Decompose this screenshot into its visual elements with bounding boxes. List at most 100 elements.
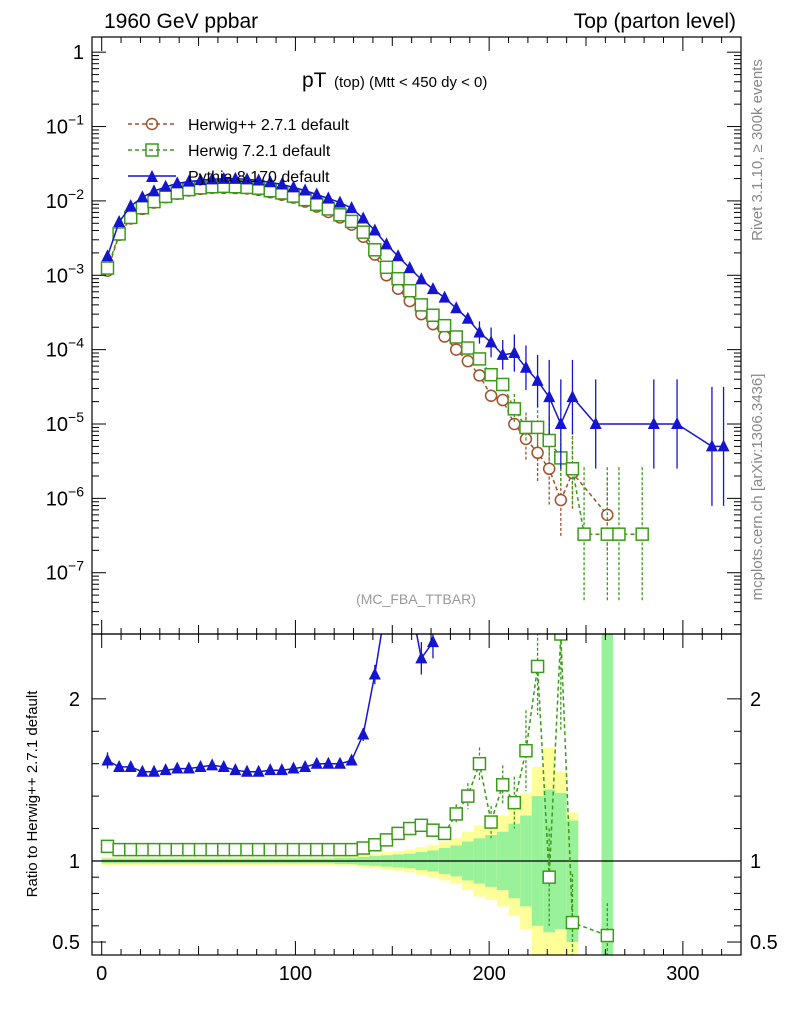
ratio-plot-series bbox=[100, 530, 615, 955]
main-point-herwig7-31 bbox=[461, 341, 475, 355]
y-tick-exponent-1: −1 bbox=[68, 112, 84, 128]
main-point-pythia-17 bbox=[299, 183, 312, 196]
ratio-uncertainty-bands bbox=[92, 634, 741, 955]
y-tick-label-main-6: 10−6 bbox=[46, 483, 84, 510]
ratio-point-pythia-5 bbox=[159, 763, 172, 776]
main-point-pythia-5 bbox=[159, 179, 172, 192]
ratio-point-pythia-13 bbox=[252, 764, 265, 777]
main-point-herwigpp-37 bbox=[531, 446, 544, 460]
main-point-herwig7-18 bbox=[309, 197, 324, 212]
ratio-point-herwig7-40 bbox=[565, 915, 580, 930]
ratio-point-herwig7-28 bbox=[426, 823, 440, 837]
ratio-point-herwig7-22 bbox=[356, 841, 370, 855]
legend-label-pythia: Pythia 8.170 default bbox=[188, 169, 330, 186]
main-point-herwig7-42 bbox=[600, 527, 615, 541]
legend-item-herwig7: Herwig 7.2.1 default bbox=[128, 143, 331, 160]
y-tick-label-ratio-0: 0.5 bbox=[52, 932, 80, 954]
ratio-point-herwig7-17 bbox=[298, 842, 312, 857]
main-line-herwig7 bbox=[106, 185, 643, 535]
main-point-pythia-44 bbox=[705, 439, 718, 452]
y-tick-label-main-7: 10−7 bbox=[46, 558, 84, 585]
main-point-herwig7-21 bbox=[344, 214, 359, 229]
legend-marker-herwig7 bbox=[145, 143, 159, 157]
ratio-point-pythia-18 bbox=[310, 756, 323, 769]
main-point-herwigpp-31 bbox=[461, 354, 475, 368]
main-point-herwig7-29 bbox=[437, 318, 452, 333]
y-tick-label-main-2: 10−2 bbox=[46, 186, 84, 213]
ratio-point-herwig7-15 bbox=[275, 842, 289, 857]
x-tick-label-1: 100 bbox=[279, 963, 312, 985]
main-point-herwig7-40 bbox=[565, 462, 580, 476]
ratio-plot-frame bbox=[91, 633, 742, 956]
ratio-point-herwig7-21 bbox=[344, 842, 359, 857]
main-point-herwigpp-39 bbox=[554, 493, 568, 507]
legend-item-pythia: Pythia 8.170 default bbox=[128, 169, 330, 186]
ratio-point-herwig7-29 bbox=[437, 826, 452, 841]
ratio-point-pythia-14 bbox=[264, 763, 277, 776]
main-point-pythia-13 bbox=[252, 173, 265, 186]
ratio-point-herwig7-37 bbox=[530, 659, 545, 674]
main-point-herwig7-3 bbox=[135, 200, 150, 215]
ratio-point-pythia-20 bbox=[333, 756, 346, 769]
ratio-point-pythia-7 bbox=[182, 761, 195, 774]
ratio-point-pythia-9 bbox=[206, 758, 219, 771]
legend-marker-herwigpp bbox=[145, 117, 159, 131]
main-point-pythia-40 bbox=[566, 390, 579, 403]
main-point-herwigpp-33 bbox=[484, 389, 498, 402]
main-point-pythia-28 bbox=[426, 282, 439, 295]
main-point-pythia-33 bbox=[485, 335, 498, 348]
plot-title-sub: (top) (Mtt < 450 dy < 0) bbox=[334, 74, 487, 91]
ratio-point-herwig7-31 bbox=[461, 789, 475, 803]
main-point-pythia-15 bbox=[275, 177, 288, 190]
y-tick-label-main-3: 10−3 bbox=[46, 260, 84, 287]
main-point-pythia-18 bbox=[310, 187, 323, 200]
main-point-pythia-43 bbox=[671, 417, 684, 430]
ratio-point-pythia-12 bbox=[240, 764, 253, 777]
y-tick-exponent-2: −2 bbox=[68, 186, 84, 202]
y-tick-label-main-4: 10−4 bbox=[46, 335, 84, 362]
band-green-22 bbox=[601, 634, 614, 955]
main-point-pythia-23 bbox=[368, 223, 381, 236]
ratio-point-pythia-17 bbox=[299, 759, 312, 772]
ratio-point-herwig7-13 bbox=[251, 842, 266, 857]
main-point-pythia-2 bbox=[124, 199, 137, 212]
main-point-herwig7-36 bbox=[519, 420, 533, 435]
main-point-herwig7-2 bbox=[123, 210, 138, 225]
main-point-pythia-8 bbox=[194, 173, 207, 186]
mcplots-label: mcplots.cern.ch [arXiv:1306.3436] bbox=[749, 374, 766, 601]
ratio-point-herwig7-26 bbox=[402, 821, 417, 836]
axes: 0 100 200 300 1 10−1 10−2 10−3 10−4 10−5 10−6 10−7 0… bbox=[46, 36, 778, 985]
ratio-point-herwig7-39 bbox=[554, 634, 568, 641]
main-point-herwigpp-38 bbox=[542, 462, 556, 476]
ratio-point-herwig7-1 bbox=[112, 842, 126, 857]
y-tick-label-ratio-2: 2 bbox=[69, 689, 80, 711]
main-point-pythia-7 bbox=[182, 174, 195, 187]
main-plot-series bbox=[100, 171, 730, 602]
main-point-pythia-31 bbox=[461, 311, 474, 324]
legend-marker-pythia bbox=[146, 170, 158, 182]
main-point-herwig7-20 bbox=[333, 208, 347, 222]
main-point-herwig7-34 bbox=[495, 377, 510, 392]
main-point-pythia-36 bbox=[519, 360, 532, 373]
x-tick-label-3: 300 bbox=[666, 963, 699, 985]
ratio-point-pythia-0 bbox=[101, 753, 114, 766]
main-point-pythia-32 bbox=[473, 325, 486, 338]
ratio-point-pythia-21 bbox=[345, 753, 358, 766]
ratio-point-herwig7-41 bbox=[600, 928, 615, 943]
main-point-pythia-42 bbox=[647, 417, 660, 430]
main-point-pythia-30 bbox=[450, 301, 463, 314]
ratio-point-herwig7-27 bbox=[414, 818, 429, 833]
main-point-pythia-35 bbox=[508, 346, 521, 359]
main-point-herwig7-26 bbox=[402, 283, 417, 298]
ratio-point-pythia-25 bbox=[392, 530, 404, 542]
main-point-herwig7-25 bbox=[391, 271, 405, 286]
ratio-point-pythia-1 bbox=[113, 759, 126, 772]
legend-item-herwigpp: Herwig++ 2.7.1 default bbox=[128, 117, 350, 134]
ratio-point-herwig7-38 bbox=[542, 870, 556, 884]
ratio-point-herwig7-20 bbox=[333, 842, 347, 857]
main-point-herwig7-32 bbox=[472, 352, 487, 366]
main-point-pythia-20 bbox=[333, 195, 346, 208]
main-point-herwig7-30 bbox=[449, 330, 463, 344]
main-point-herwig7-37 bbox=[530, 420, 545, 435]
x-tick-label-2: 200 bbox=[472, 963, 505, 985]
